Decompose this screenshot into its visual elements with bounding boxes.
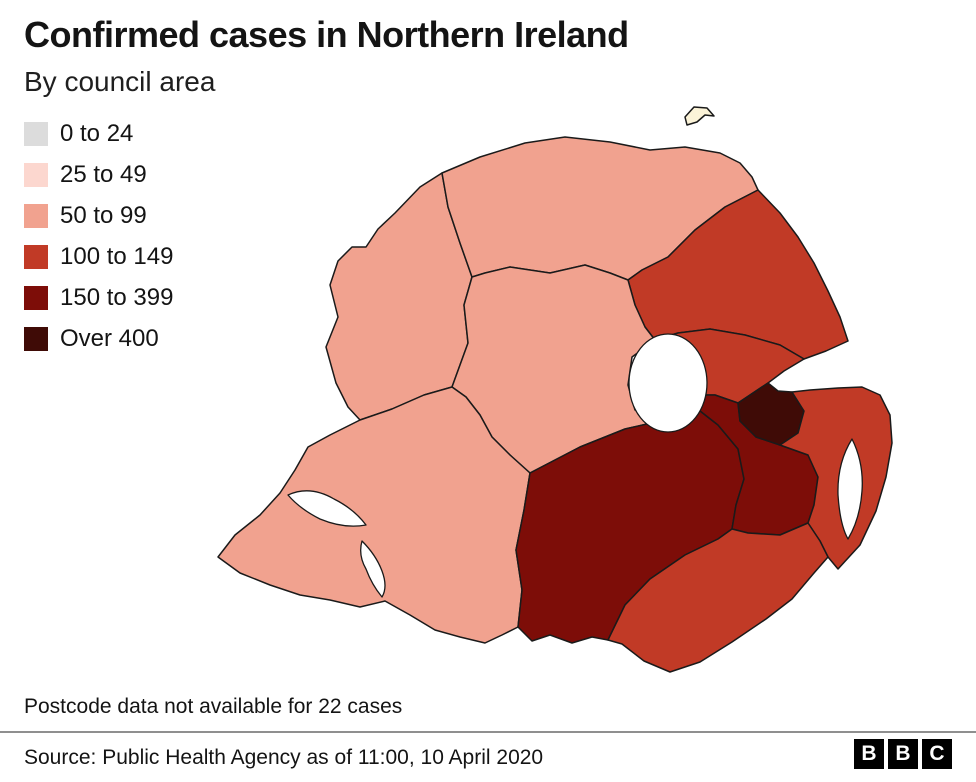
lough-neagh [628, 333, 708, 433]
legend-item: 150 to 399 [24, 284, 174, 311]
legend-swatch [24, 163, 48, 187]
legend-item: 100 to 149 [24, 243, 174, 270]
legend-label: 150 to 399 [60, 284, 174, 311]
bbc-logo-block-b1: B [854, 739, 884, 769]
legend-label: 25 to 49 [60, 161, 147, 188]
region-rathlin-island [684, 106, 715, 126]
legend-swatch [24, 286, 48, 310]
legend-swatch [24, 245, 48, 269]
bbc-logo-block-b2: B [888, 739, 918, 769]
legend-swatch [24, 327, 48, 351]
legend-item: 50 to 99 [24, 202, 173, 229]
ni-choropleth-map [180, 95, 976, 695]
page-title: Confirmed cases in Northern Ireland [24, 14, 629, 55]
map-svg [217, 106, 893, 673]
upper-lough-erne [360, 540, 386, 598]
legend-swatch [24, 122, 48, 146]
strangford-lough [837, 438, 863, 540]
footnote: Postcode data not available for 22 cases [24, 695, 403, 718]
legend-label: Over 400 [60, 325, 159, 352]
divider [0, 731, 976, 733]
bbc-logo-block-c: C [922, 739, 952, 769]
source-text: Source: Public Health Agency as of 11:00… [24, 746, 544, 769]
bbc-logo: B B C [850, 739, 952, 769]
region-newry-mourne-down [607, 522, 829, 673]
page-subtitle: By council area [24, 66, 216, 97]
legend-item: 0 to 24 [24, 120, 173, 147]
legend-item: Over 400 [24, 325, 173, 352]
legend-swatch [24, 204, 48, 228]
legend: 0 to 24 25 to 49 50 to 99 100 to 149 150… [24, 120, 174, 367]
lower-lough-erne [287, 490, 367, 527]
region-fermanagh-omagh [217, 386, 531, 644]
legend-label: 50 to 99 [60, 202, 147, 229]
region-ards-north-down [779, 386, 893, 570]
legend-item: 25 to 49 [24, 161, 173, 188]
legend-label: 100 to 149 [60, 243, 174, 270]
legend-label: 0 to 24 [60, 120, 134, 147]
